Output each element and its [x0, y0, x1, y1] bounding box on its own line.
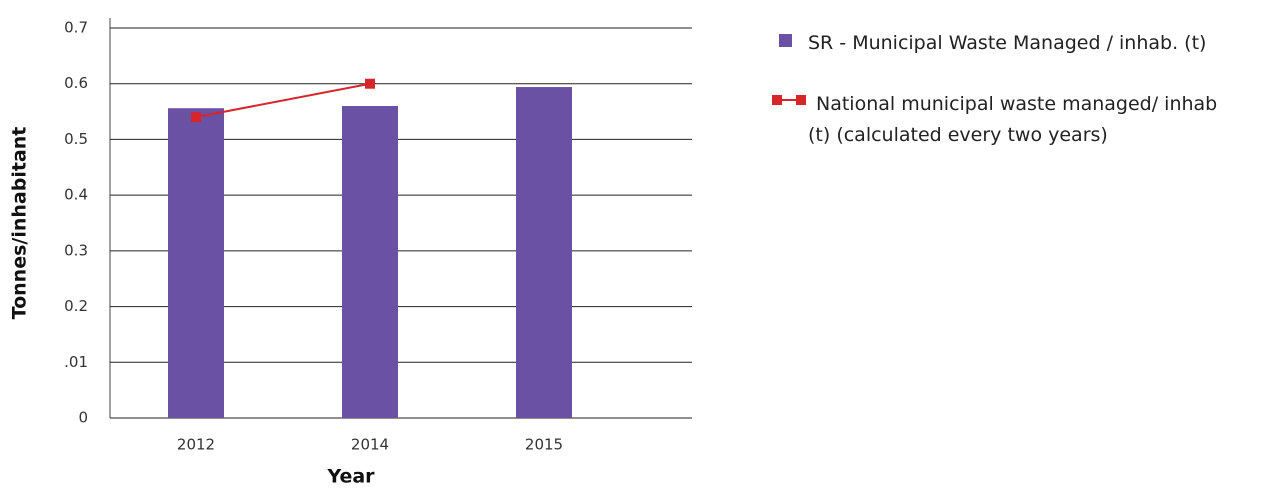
y-tick-label: 0.5	[64, 130, 88, 148]
y-tick-label: 0.2	[64, 297, 88, 315]
bar	[168, 108, 224, 418]
x-tick-label: 2014	[351, 436, 389, 454]
y-axis-title: Tonnes/inhabitant	[9, 127, 31, 320]
point	[191, 112, 201, 123]
y-tick-label: .01	[64, 353, 88, 371]
legend-swatch	[796, 95, 806, 105]
legend-label: SR - Municipal Waste Managed / inhab. (t…	[808, 32, 1207, 54]
x-tick-label: 2012	[177, 436, 215, 454]
y-tick-label: 0.4	[64, 186, 88, 204]
line	[195, 82, 371, 119]
y-tick-label: 0.3	[64, 241, 88, 259]
bar	[516, 87, 572, 419]
point	[365, 78, 375, 89]
legend-swatch	[772, 95, 782, 105]
x-axis-title: Year	[326, 466, 375, 488]
y-tick-label: 0	[78, 409, 88, 427]
legend-label: National municipal waste managed/ inhab …	[808, 93, 1218, 146]
x-tick-label: 2015	[525, 436, 563, 454]
bar	[342, 106, 398, 418]
y-tick-label: 0.7	[64, 19, 88, 37]
y-tick-label: 0.6	[64, 74, 88, 92]
legend-swatch	[779, 34, 792, 47]
